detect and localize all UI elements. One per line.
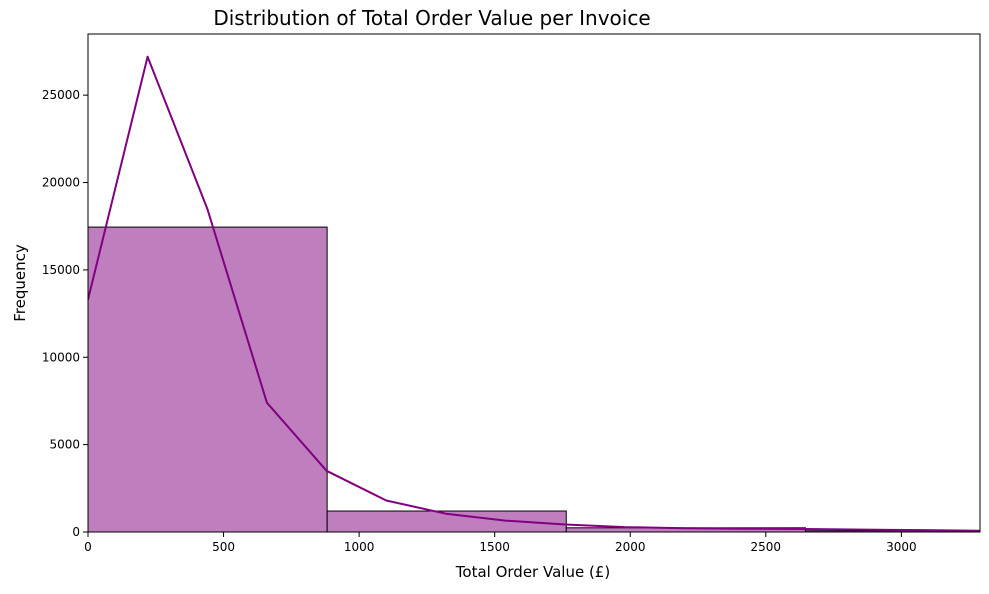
y-tick-label: 25000	[42, 88, 80, 102]
x-tick-label: 500	[212, 540, 235, 554]
x-tick-label: 2000	[615, 540, 646, 554]
y-tick-label: 15000	[42, 263, 80, 277]
histogram-bar-2	[326, 510, 567, 532]
y-tick-label: 0	[72, 525, 80, 539]
plot-frame	[87, 33, 981, 533]
x-axis-label: Total Order Value (£)	[455, 563, 610, 581]
chart-title: Distribution of Total Order Value per In…	[213, 6, 650, 30]
kde-layer	[88, 55, 980, 532]
y-tick-label: 5000	[49, 438, 80, 452]
y-tick-label: 20000	[42, 176, 80, 190]
x-tick-label: 2500	[751, 540, 782, 554]
axes-layer: 0 500 1000 1500 2000 2500 3000 0 5000 10000 15000 2…	[42, 33, 981, 554]
x-tick-label: 1500	[479, 540, 510, 554]
y-axis-label: Frequency	[11, 244, 29, 322]
y-tick-label: 10000	[42, 350, 80, 364]
x-tick-label: 3000	[886, 540, 917, 554]
kde-line	[88, 55, 980, 532]
x-tick-label: 0	[84, 540, 92, 554]
bars-layer	[88, 226, 980, 532]
histogram-bar-1	[88, 226, 328, 532]
x-tick-label: 1000	[344, 540, 375, 554]
